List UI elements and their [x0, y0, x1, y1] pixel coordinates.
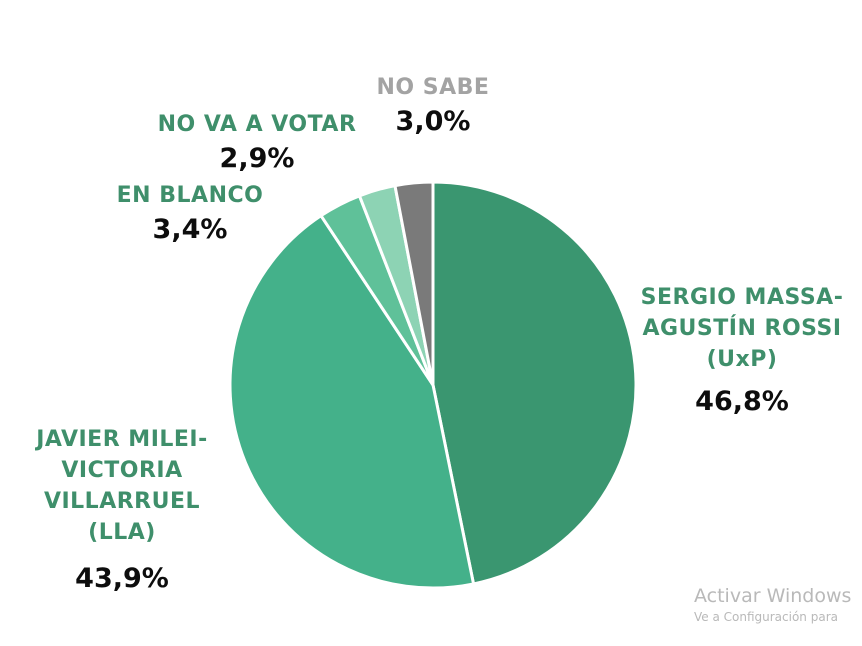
pie-slice-no-sabe [393, 180, 435, 386]
pie-slice-milei-villarruel [228, 213, 476, 590]
slice-name-line: (UxP) [707, 347, 778, 372]
slice-label-en-blanco: EN BLANCO 3,4% [117, 183, 264, 245]
slice-name-line: (LLA) [88, 520, 156, 545]
slice-name-line: VILLARRUEL [44, 489, 200, 514]
slice-value-label: 2,9% [220, 143, 295, 174]
slice-label-massa-rossi: SERGIO MASSA- AGUSTÍN ROSSI (UxP) 46,8% [641, 285, 844, 417]
slice-name-line: JAVIER MILEI- [34, 427, 208, 452]
slice-name-line: SERGIO MASSA- [641, 285, 844, 310]
pie-slice-massa-rossi [431, 180, 638, 586]
slice-label-no-sabe: NO SABE 3,0% [377, 75, 490, 137]
slice-value-label: 3,4% [153, 214, 228, 245]
slice-name-line: NO VA A VOTAR [158, 112, 357, 137]
watermark-title: Activar Windows [694, 585, 852, 607]
slice-name-line: VICTORIA [61, 458, 182, 483]
watermark-subtitle: Ve a Configuración para [694, 610, 838, 624]
slice-label-no-va-a-votar: NO VA A VOTAR 2,9% [158, 112, 357, 174]
slice-name-line: EN BLANCO [117, 183, 264, 208]
windows-activation-watermark: Activar Windows Ve a Configuración para [694, 584, 851, 626]
slice-name-line: NO SABE [377, 75, 490, 100]
slice-name-line: AGUSTÍN ROSSI [642, 315, 841, 341]
slice-value-label: 3,0% [396, 106, 471, 137]
slice-value-label: 43,9% [75, 563, 169, 594]
slice-label-milei-villarruel: JAVIER MILEI- VICTORIA VILLARRUEL (LLA) 43,9… [34, 427, 208, 594]
slice-value-label: 46,8% [695, 386, 789, 417]
